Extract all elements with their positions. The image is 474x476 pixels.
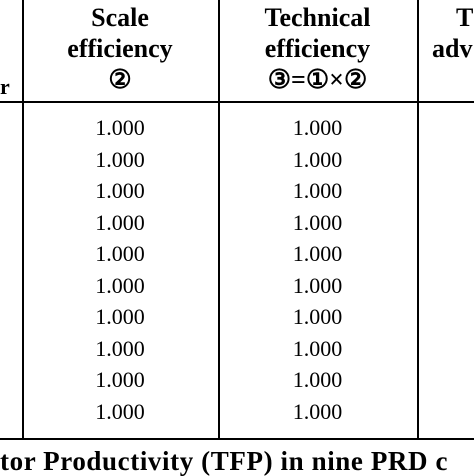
cell-technical-efficiency: 1.000 (292, 146, 343, 172)
header-scale-line2: efficiency (67, 34, 173, 63)
header-technical-line1: Technical (264, 3, 371, 32)
column-rule-middle (218, 0, 220, 440)
column-rule-right (417, 0, 419, 440)
left-column-partial-mark: r (0, 74, 10, 99)
header-technical-efficiency: Technical efficiency ③=①×② (218, 2, 417, 95)
cell-technical-efficiency: 1.000 (292, 398, 343, 424)
header-scale-line1: Scale (91, 3, 149, 32)
cell-scale-efficiency: 1.000 (95, 367, 145, 392)
cell-scale-efficiency: 1.000 (95, 272, 145, 298)
cell-scale-efficiency: 1.000 (95, 304, 145, 329)
cell-scale-efficiency: 1.000 (95, 178, 145, 203)
cell-technical-efficiency: 1.000 (292, 335, 343, 361)
cell-technical-efficiency: 1.000 (292, 367, 343, 392)
cell-technical-efficiency: 1.000 (292, 115, 343, 140)
cell-scale-efficiency: 1.000 (95, 241, 145, 266)
header-technical-line3: ③=①×② (267, 65, 368, 94)
table-bottom-rule (0, 438, 474, 440)
cell-scale-efficiency: 1.000 (95, 209, 145, 235)
cell-technical-efficiency: 1.000 (292, 272, 343, 298)
header-rule (0, 101, 474, 103)
cell-scale-efficiency: 1.000 (95, 146, 145, 172)
header-next-line1: T (456, 3, 474, 32)
cell-scale-efficiency: 1.000 (95, 398, 145, 424)
cell-technical-efficiency: 1.000 (292, 241, 343, 266)
column-rule-left (22, 0, 24, 440)
header-next-column-partial: T adv (432, 2, 474, 64)
cell-technical-efficiency: 1.000 (292, 178, 343, 203)
cell-technical-efficiency: 1.000 (292, 304, 343, 329)
header-next-line2: adv (432, 34, 473, 63)
cell-scale-efficiency: 1.000 (95, 115, 145, 140)
header-scale-efficiency: Scale efficiency ② (22, 2, 218, 95)
table-caption: tor Productivity (TFP) in nine PRD c (0, 446, 449, 476)
header-technical-line2: efficiency (264, 34, 371, 63)
cell-scale-efficiency: 1.000 (95, 335, 145, 361)
cell-technical-efficiency: 1.000 (292, 209, 343, 235)
header-scale-line3: ② (108, 65, 132, 94)
